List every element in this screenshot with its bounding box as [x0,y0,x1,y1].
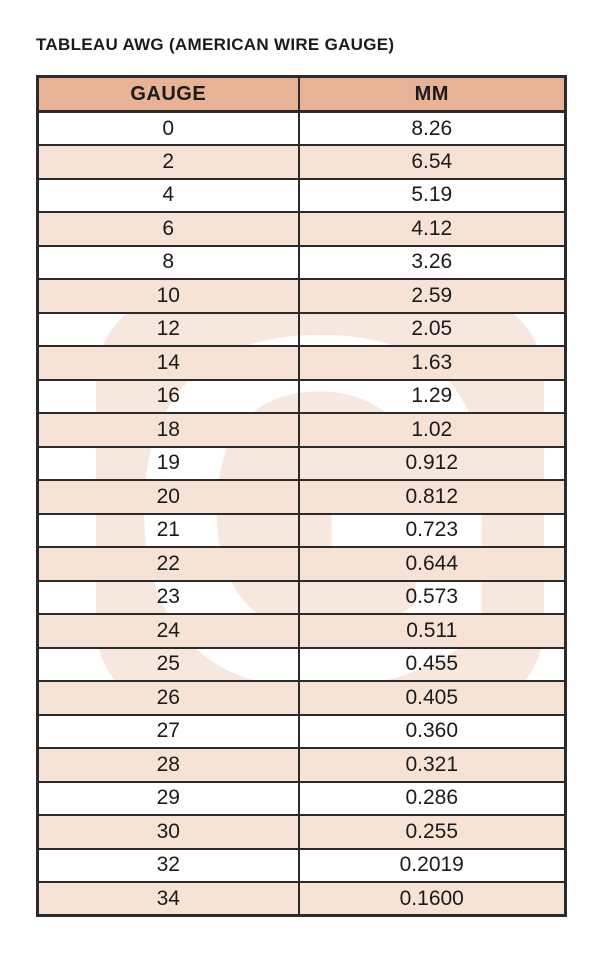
table-row: 29 0.286 [36,780,567,816]
table-row: 19 0.912 [36,445,567,481]
mm-cell: 0.321 [297,747,567,783]
table-row: 10 2.59 [36,278,567,314]
gauge-cell: 10 [36,278,300,314]
mm-cell: 0.286 [297,780,567,816]
gauge-cell: 26 [36,680,300,716]
table-row: 26 0.405 [36,680,567,716]
table-row: 22 0.644 [36,546,567,582]
mm-cell: 0.812 [297,479,567,515]
table-row: 8 3.26 [36,244,567,280]
mm-cell: 0.255 [297,814,567,850]
table-row: 12 2.05 [36,311,567,347]
gauge-cell: 14 [36,345,300,381]
gauge-cell: 16 [36,378,300,414]
mm-cell: 0.1600 [297,881,567,917]
table-row: 28 0.321 [36,747,567,783]
gauge-cell: 24 [36,613,300,649]
table-row: 23 0.573 [36,579,567,615]
column-header-gauge: GAUGE [36,75,300,113]
gauge-cell: 27 [36,713,300,749]
mm-cell: 1.02 [297,412,567,448]
table-row: 21 0.723 [36,512,567,548]
page-title: TABLEAU AWG (AMERICAN WIRE GAUGE) [36,35,395,54]
table-row: 32 0.2019 [36,847,567,883]
table-row: 14 1.63 [36,345,567,381]
mm-cell: 0.455 [297,646,567,682]
mm-cell: 0.360 [297,713,567,749]
table-row: 34 0.1600 [36,881,567,917]
gauge-cell: 2 [36,144,300,180]
mm-cell: 8.26 [297,110,567,146]
table-row: 20 0.812 [36,479,567,515]
gauge-cell: 25 [36,646,300,682]
gauge-cell: 32 [36,847,300,883]
mm-cell: 0.912 [297,445,567,481]
mm-cell: 3.26 [297,244,567,280]
gauge-cell: 28 [36,747,300,783]
mm-cell: 4.12 [297,211,567,247]
table-row: 16 1.29 [36,378,567,414]
gauge-cell: 4 [36,177,300,213]
awg-table: GAUGE MM 0 8.26 2 6.54 4 5.19 6 4.12 8 3.26 10 2.59… [36,75,567,917]
gauge-cell: 29 [36,780,300,816]
gauge-cell: 19 [36,445,300,481]
gauge-cell: 12 [36,311,300,347]
table-body: 0 8.26 2 6.54 4 5.19 6 4.12 8 3.26 10 2.59 12 2.05 14 1… [36,110,567,917]
gauge-cell: 0 [36,110,300,146]
table-row: 4 5.19 [36,177,567,213]
mm-cell: 6.54 [297,144,567,180]
mm-cell: 2.59 [297,278,567,314]
table-row: 2 6.54 [36,144,567,180]
mm-cell: 0.511 [297,613,567,649]
table-row: 27 0.360 [36,713,567,749]
gauge-cell: 6 [36,211,300,247]
gauge-cell: 20 [36,479,300,515]
mm-cell: 1.29 [297,378,567,414]
mm-cell: 0.723 [297,512,567,548]
mm-cell: 0.573 [297,579,567,615]
gauge-cell: 18 [36,412,300,448]
mm-cell: 0.405 [297,680,567,716]
gauge-cell: 22 [36,546,300,582]
mm-cell: 1.63 [297,345,567,381]
gauge-cell: 34 [36,881,300,917]
mm-cell: 5.19 [297,177,567,213]
mm-cell: 0.644 [297,546,567,582]
column-header-mm: MM [297,75,567,113]
mm-cell: 0.2019 [297,847,567,883]
table-row: 18 1.02 [36,412,567,448]
gauge-cell: 30 [36,814,300,850]
table-row: 25 0.455 [36,646,567,682]
gauge-cell: 8 [36,244,300,280]
table-row: 0 8.26 [36,110,567,146]
header-row: GAUGE MM [36,75,567,113]
gauge-cell: 21 [36,512,300,548]
table-row: 30 0.255 [36,814,567,850]
table-row: 6 4.12 [36,211,567,247]
gauge-cell: 23 [36,579,300,615]
mm-cell: 2.05 [297,311,567,347]
table-row: 24 0.511 [36,613,567,649]
